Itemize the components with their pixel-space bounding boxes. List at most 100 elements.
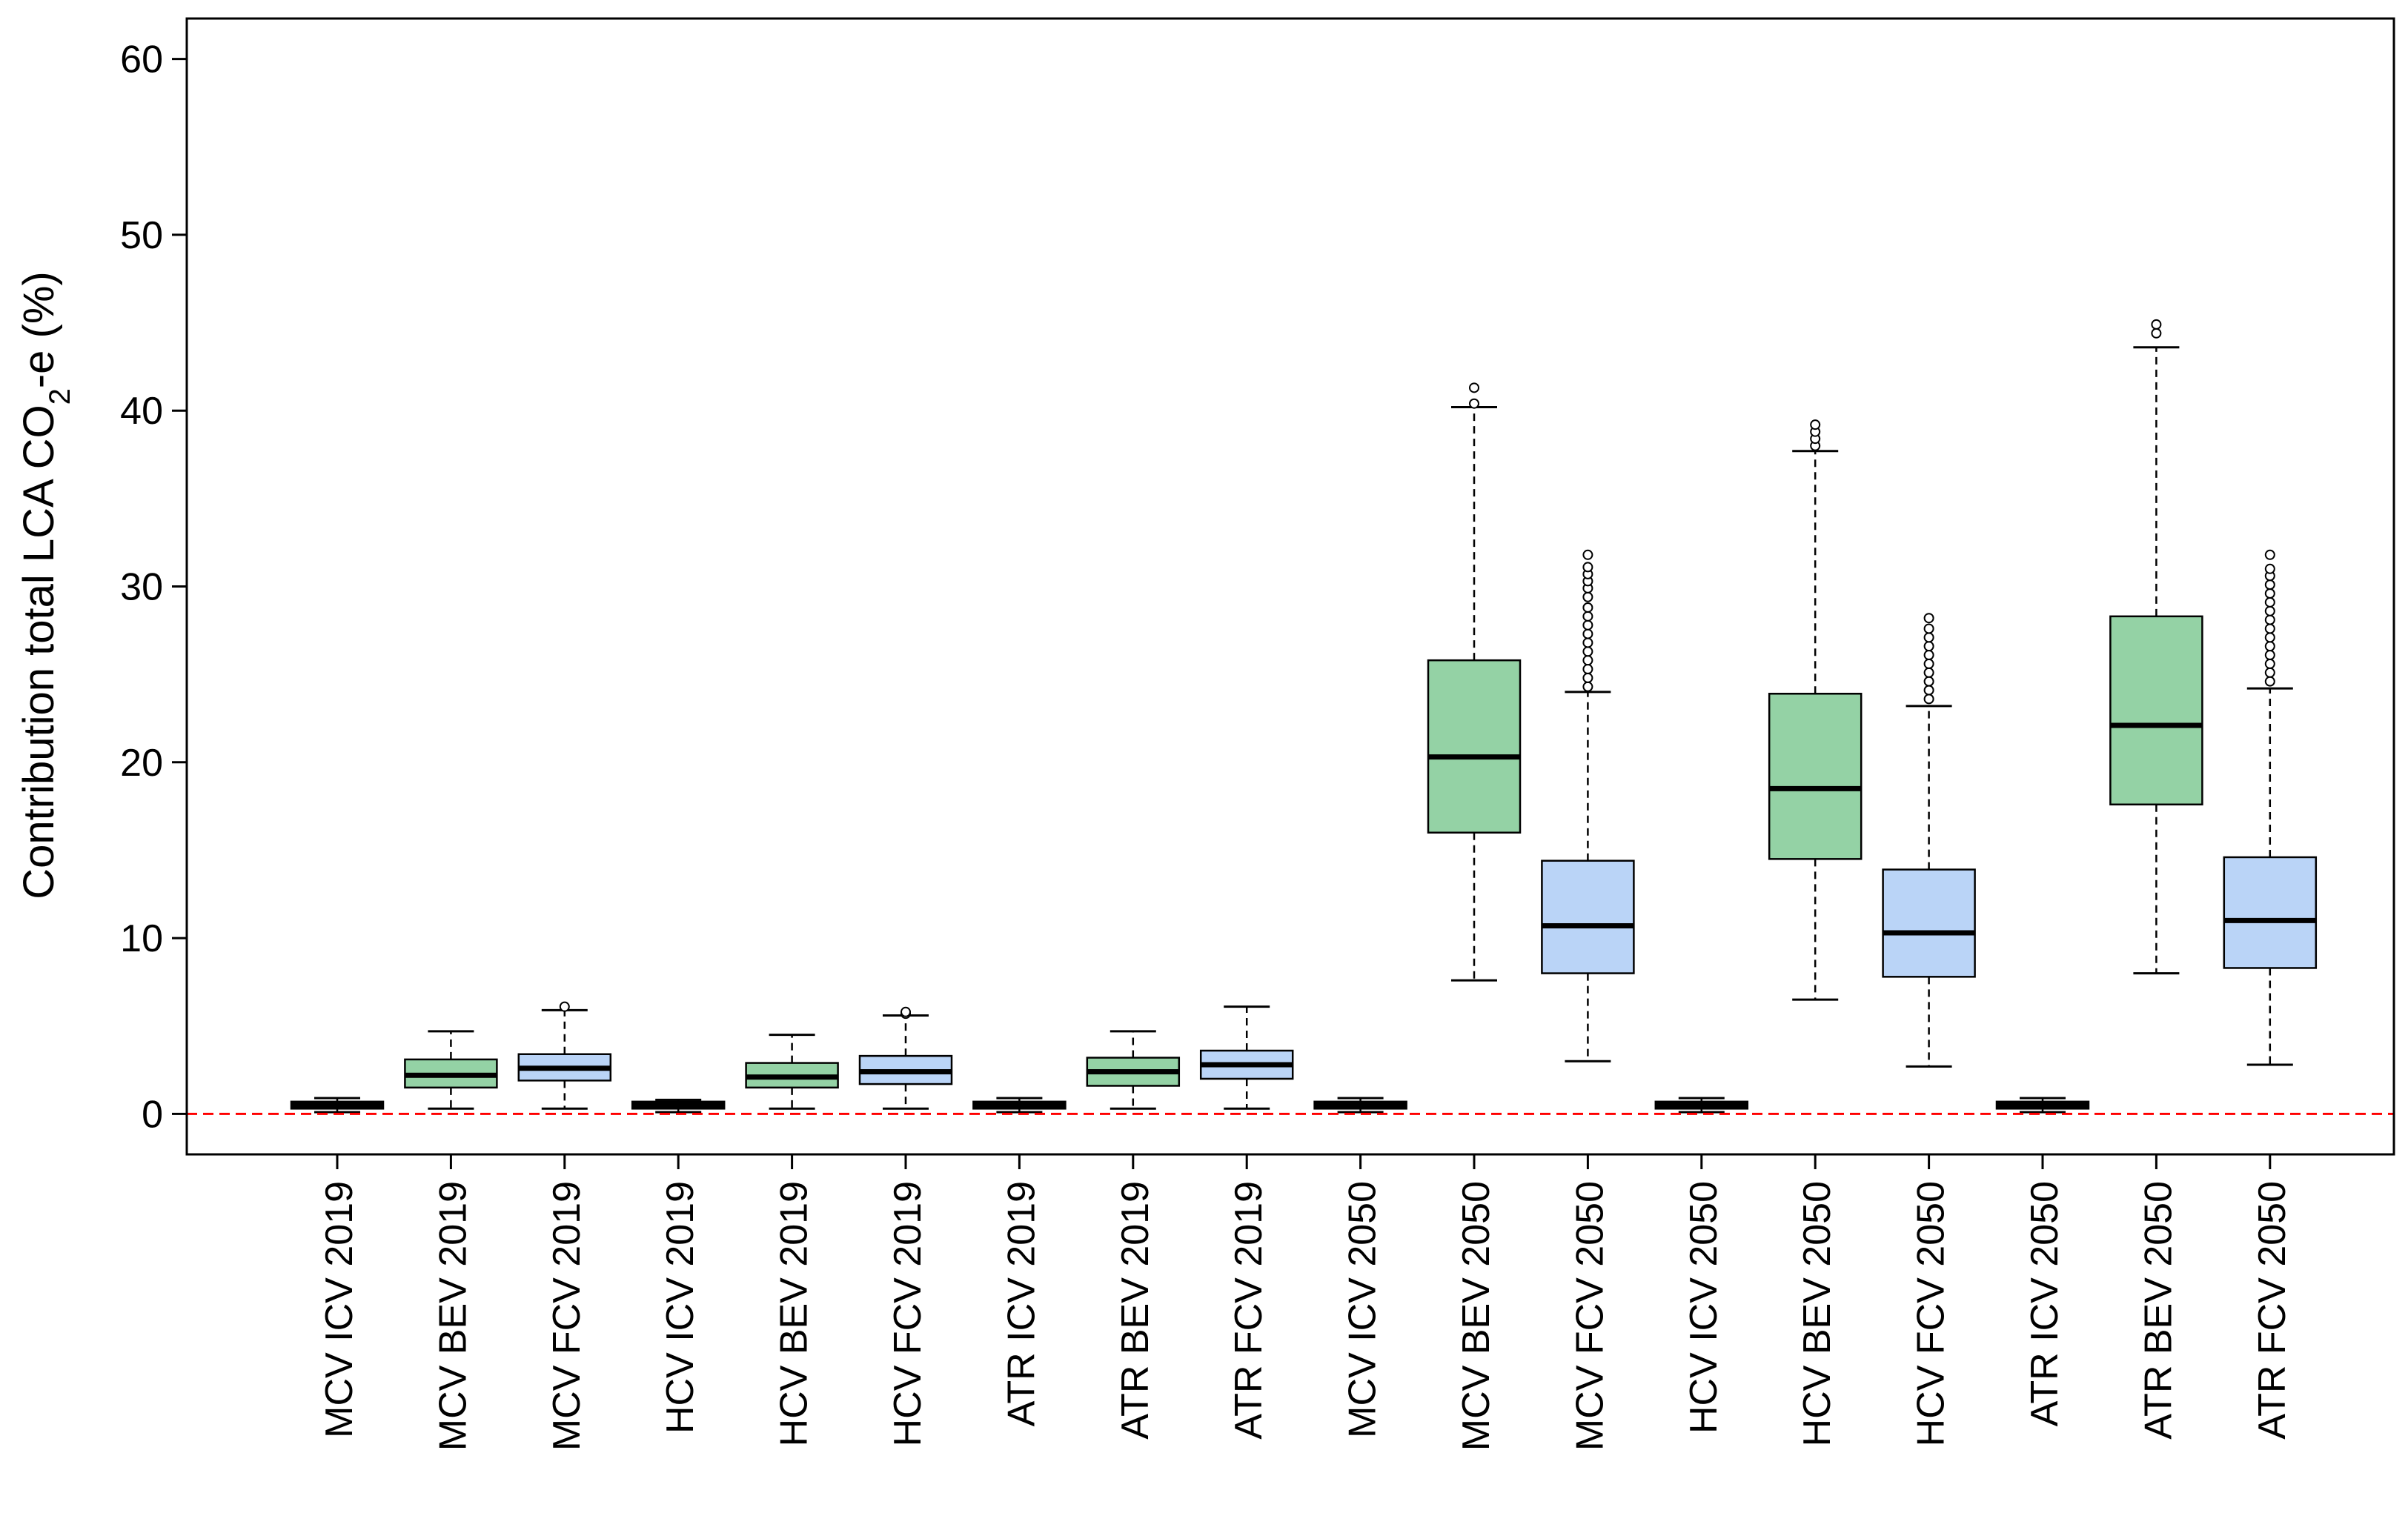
box-atr-bev-2050 bbox=[2109, 319, 2203, 975]
outlier-atr-fcv-2050-8 bbox=[2264, 605, 2275, 616]
outlier-mcv-fcv-2019-0 bbox=[559, 1001, 570, 1012]
outlier-mcv-bev-2050-1 bbox=[1469, 382, 1479, 393]
outlier-atr-fcv-2050-7 bbox=[2264, 614, 2275, 625]
y-tick-label-50: 50 bbox=[120, 214, 163, 257]
y-tick-label-20: 20 bbox=[120, 742, 163, 785]
outlier-mcv-fcv-2050-6 bbox=[1582, 628, 1593, 639]
y-tick-label-0: 0 bbox=[142, 1093, 163, 1136]
box-mcv-bev-2019 bbox=[404, 1030, 498, 1110]
outlier-mcv-fcv-2050-3 bbox=[1582, 655, 1593, 666]
outlier-atr-fcv-2050-6 bbox=[2264, 623, 2275, 634]
outlier-mcv-fcv-2050-4 bbox=[1582, 646, 1593, 657]
outlier-atr-fcv-2050-10 bbox=[2264, 588, 2275, 599]
y-axis: 0 10 20 30 40 50 60 bbox=[120, 39, 187, 1136]
outlier-atr-fcv-2050-1 bbox=[2264, 667, 2275, 678]
outlier-hcv-fcv-2050-8 bbox=[1923, 623, 1934, 634]
outlier-hcv-fcv-2050-1 bbox=[1923, 685, 1934, 696]
y-axis-title-suffix: -e (%) bbox=[15, 271, 63, 388]
x-tick-label-mcv-bev-2050: MCV BEV 2050 bbox=[1455, 1181, 1498, 1451]
outlier-atr-fcv-2050-9 bbox=[2264, 596, 2275, 608]
y-tick-label-60: 60 bbox=[120, 39, 163, 82]
y-axis-title: Contribution total LCA CO2-e (%) bbox=[15, 271, 76, 899]
box-atr-bev-2019 bbox=[1086, 1030, 1181, 1110]
y-tick-label-10: 10 bbox=[120, 917, 163, 960]
outlier-hcv-fcv-2050-4 bbox=[1923, 658, 1934, 669]
x-tick-label-hcv-bev-2019: HCV BEV 2019 bbox=[773, 1181, 816, 1446]
box-atr-fcv-2050 bbox=[2223, 549, 2318, 1066]
y-axis-title-subscript: 2 bbox=[44, 388, 76, 405]
x-tick-label-hcv-fcv-2050: HCV FCV 2050 bbox=[1910, 1181, 1953, 1446]
outlier-hcv-fcv-2050-7 bbox=[1923, 632, 1934, 643]
x-tick-label-atr-bev-2019: ATR BEV 2019 bbox=[1114, 1181, 1157, 1440]
iqr-box-atr-fcv-2050 bbox=[2223, 856, 2318, 969]
outlier-atr-fcv-2050-4 bbox=[2264, 641, 2275, 652]
x-tick-label-hcv-bev-2050: HCV BEV 2050 bbox=[1796, 1181, 1839, 1446]
outlier-hcv-fcv-2050-5 bbox=[1923, 650, 1934, 661]
box-atr-icv-2019 bbox=[972, 1097, 1067, 1114]
x-tick-label-mcv-bev-2019: MCV BEV 2019 bbox=[431, 1181, 474, 1451]
iqr-box-hcv-fcv-2050 bbox=[1882, 868, 1976, 978]
outlier-mcv-fcv-2050-2 bbox=[1582, 664, 1593, 675]
outlier-hcv-fcv-2050-2 bbox=[1923, 676, 1934, 687]
outlier-mcv-fcv-2050-8 bbox=[1582, 611, 1593, 622]
outlier-atr-fcv-2050-5 bbox=[2264, 632, 2275, 643]
outlier-atr-fcv-2050-2 bbox=[2264, 658, 2275, 669]
outlier-hcv-fcv-2019-1 bbox=[900, 1006, 911, 1017]
box-atr-icv-2050 bbox=[1995, 1097, 2090, 1114]
outlier-atr-fcv-2050-14 bbox=[2264, 549, 2275, 560]
x-tick-label-mcv-icv-2050: MCV ICV 2050 bbox=[1341, 1181, 1384, 1438]
box-hcv-icv-2050 bbox=[1654, 1097, 1749, 1114]
outlier-hcv-fcv-2050-3 bbox=[1923, 667, 1934, 678]
x-tick-label-atr-fcv-2050: ATR FCV 2050 bbox=[2251, 1181, 2294, 1440]
x-tick-label-atr-icv-2050: ATR ICV 2050 bbox=[2023, 1181, 2066, 1426]
outlier-hcv-fcv-2050-9 bbox=[1923, 613, 1934, 624]
outlier-mcv-fcv-2050-7 bbox=[1582, 619, 1593, 631]
x-tick-label-mcv-icv-2019: MCV ICV 2019 bbox=[318, 1181, 361, 1438]
outlier-atr-bev-2050-0 bbox=[2151, 327, 2162, 339]
outlier-hcv-fcv-2050-6 bbox=[1923, 641, 1934, 652]
outlier-mcv-fcv-2050-9 bbox=[1582, 602, 1593, 613]
box-hcv-bev-2019 bbox=[745, 1034, 839, 1110]
x-tick-label-mcv-fcv-2019: MCV FCV 2019 bbox=[545, 1181, 588, 1451]
outlier-hcv-bev-2050-3 bbox=[1810, 419, 1821, 430]
y-tick-label-40: 40 bbox=[120, 390, 163, 433]
boxes-layer bbox=[290, 319, 2318, 1114]
x-tick-label-mcv-fcv-2050: MCV FCV 2050 bbox=[1568, 1181, 1611, 1451]
outlier-mcv-fcv-2050-0 bbox=[1582, 681, 1593, 692]
x-axis: MCV ICV 2019 MCV BEV 2019 MCV FCV 2019 HCV … bbox=[318, 1154, 2294, 1451]
iqr-box-atr-bev-2050 bbox=[2109, 615, 2203, 806]
iqr-box-hcv-bev-2050 bbox=[1768, 693, 1863, 860]
x-tick-label-atr-bev-2050: ATR BEV 2050 bbox=[2137, 1181, 2180, 1440]
box-mcv-fcv-2019 bbox=[517, 1001, 612, 1110]
outlier-hcv-fcv-2050-0 bbox=[1923, 694, 1934, 705]
box-hcv-fcv-2050 bbox=[1882, 613, 1976, 1068]
x-tick-label-atr-fcv-2019: ATR FCV 2019 bbox=[1227, 1181, 1270, 1440]
outlier-mcv-fcv-2050-15 bbox=[1582, 549, 1593, 560]
y-axis-title-main: Contribution total LCA CO bbox=[15, 405, 63, 899]
x-tick-label-hcv-icv-2050: HCV ICV 2050 bbox=[1682, 1181, 1725, 1434]
iqr-box-mcv-fcv-2050 bbox=[1541, 859, 1635, 974]
outlier-mcv-bev-2050-0 bbox=[1469, 398, 1479, 409]
outlier-atr-fcv-2050-11 bbox=[2264, 579, 2275, 591]
x-tick-label-hcv-fcv-2019: HCV FCV 2019 bbox=[886, 1181, 929, 1446]
box-mcv-icv-2050 bbox=[1313, 1097, 1407, 1114]
outlier-atr-fcv-2050-3 bbox=[2264, 650, 2275, 661]
box-atr-fcv-2019 bbox=[1199, 1005, 1294, 1110]
outlier-atr-fcv-2050-13 bbox=[2264, 563, 2275, 574]
box-mcv-bev-2050 bbox=[1427, 382, 1522, 982]
outlier-mcv-fcv-2050-5 bbox=[1582, 637, 1593, 648]
outlier-mcv-fcv-2050-10 bbox=[1582, 591, 1593, 602]
outlier-atr-bev-2050-1 bbox=[2151, 319, 2162, 330]
box-mcv-icv-2019 bbox=[290, 1097, 385, 1114]
outlier-atr-fcv-2050-0 bbox=[2264, 676, 2275, 687]
outlier-mcv-fcv-2050-14 bbox=[1582, 562, 1593, 573]
box-hcv-icv-2019 bbox=[631, 1098, 726, 1114]
x-tick-label-hcv-icv-2019: HCV ICV 2019 bbox=[659, 1181, 702, 1434]
y-tick-label-30: 30 bbox=[120, 566, 163, 609]
outlier-mcv-fcv-2050-1 bbox=[1582, 672, 1593, 683]
box-mcv-fcv-2050 bbox=[1541, 549, 1635, 1063]
iqr-box-mcv-bev-2050 bbox=[1427, 659, 1522, 834]
x-tick-label-atr-icv-2019: ATR ICV 2019 bbox=[1000, 1181, 1043, 1426]
